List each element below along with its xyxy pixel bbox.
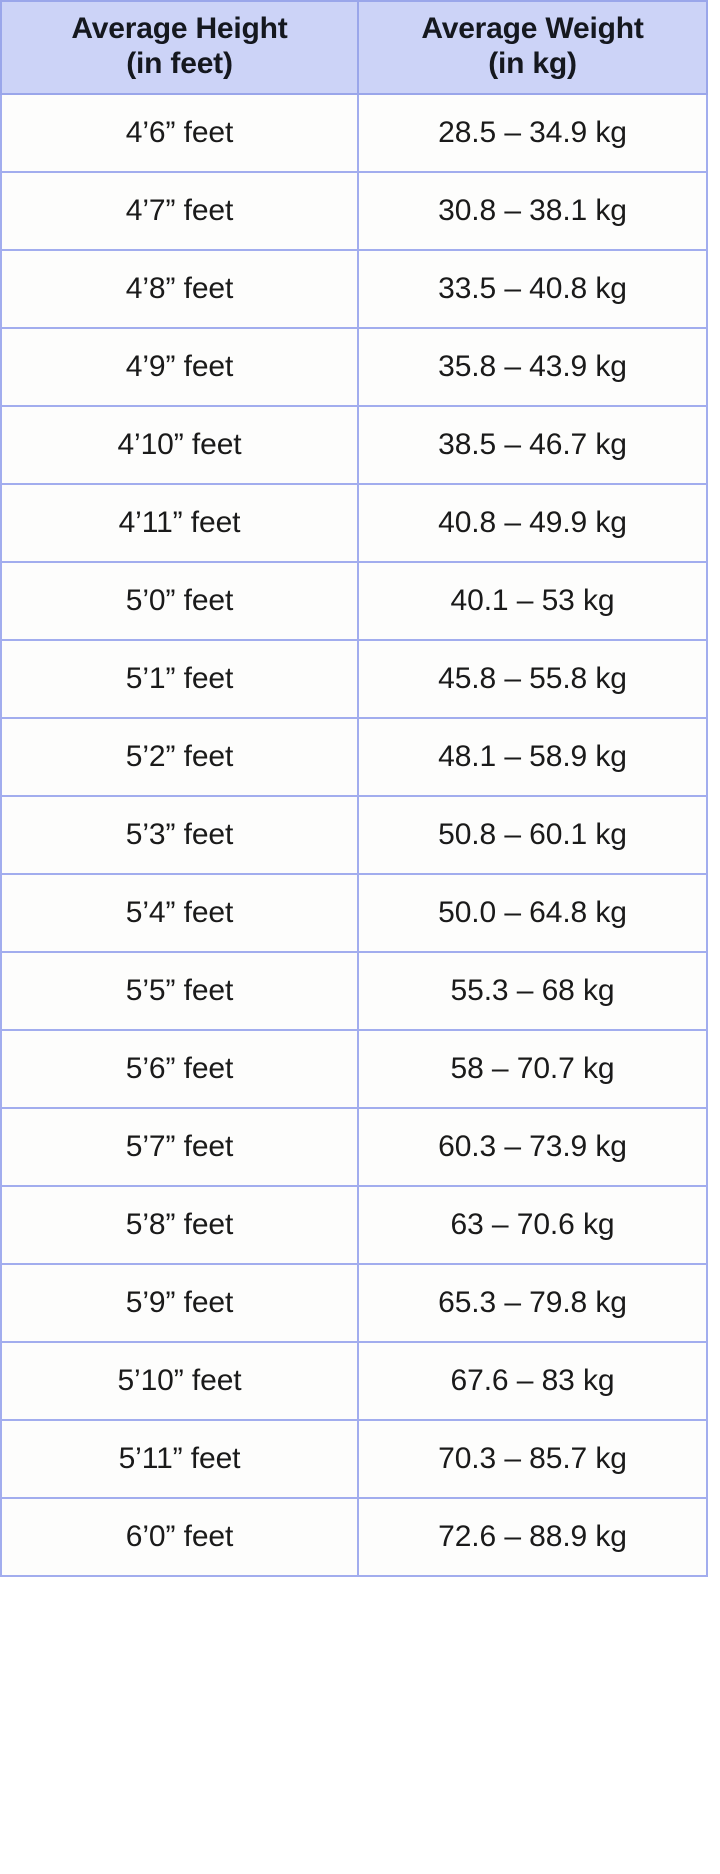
table-row: 5’9” feet 65.3 – 79.8 kg xyxy=(0,1262,708,1343)
table-row: 6’0” feet 72.6 – 88.9 kg xyxy=(0,1496,708,1577)
cell-weight: 30.8 – 38.1 kg xyxy=(357,170,708,251)
table-row: 5’3” feet 50.8 – 60.1 kg xyxy=(0,794,708,875)
cell-height: 5’6” feet xyxy=(0,1028,359,1109)
column-header-weight: Average Weight (in kg) xyxy=(357,0,708,95)
table-row: 5’6” feet 58 – 70.7 kg xyxy=(0,1028,708,1109)
table-row: 5’10” feet 67.6 – 83 kg xyxy=(0,1340,708,1421)
cell-height: 4’8” feet xyxy=(0,248,359,329)
cell-height: 5’10” feet xyxy=(0,1340,359,1421)
cell-height: 5’7” feet xyxy=(0,1106,359,1187)
cell-weight: 33.5 – 40.8 kg xyxy=(357,248,708,329)
cell-height: 4’6” feet xyxy=(0,92,359,173)
column-header-height: Average Height (in feet) xyxy=(0,0,359,95)
cell-height: 5’9” feet xyxy=(0,1262,359,1343)
height-weight-table: Average Height (in feet) Average Weight … xyxy=(0,0,708,1577)
cell-height: 4’11” feet xyxy=(0,482,359,563)
cell-weight: 50.0 – 64.8 kg xyxy=(357,872,708,953)
cell-height: 5’11” feet xyxy=(0,1418,359,1499)
table-header: Average Height (in feet) Average Weight … xyxy=(0,0,708,95)
cell-height: 5’4” feet xyxy=(0,872,359,953)
table-row: 5’2” feet 48.1 – 58.9 kg xyxy=(0,716,708,797)
table-row: 4’7” feet 30.8 – 38.1 kg xyxy=(0,170,708,251)
cell-weight: 35.8 – 43.9 kg xyxy=(357,326,708,407)
cell-weight: 28.5 – 34.9 kg xyxy=(357,92,708,173)
table-row: 4’10” feet 38.5 – 46.7 kg xyxy=(0,404,708,485)
cell-height: 5’8” feet xyxy=(0,1184,359,1265)
table-row: 5’1” feet 45.8 – 55.8 kg xyxy=(0,638,708,719)
cell-height: 4’9” feet xyxy=(0,326,359,407)
cell-weight: 45.8 – 55.8 kg xyxy=(357,638,708,719)
table-row: 4’8” feet 33.5 – 40.8 kg xyxy=(0,248,708,329)
cell-weight: 60.3 – 73.9 kg xyxy=(357,1106,708,1187)
column-header-weight-line1: Average Weight xyxy=(421,12,644,45)
cell-weight: 58 – 70.7 kg xyxy=(357,1028,708,1109)
cell-height: 5’2” feet xyxy=(0,716,359,797)
cell-height: 5’5” feet xyxy=(0,950,359,1031)
cell-weight: 72.6 – 88.9 kg xyxy=(357,1496,708,1577)
table-row: 5’8” feet 63 – 70.6 kg xyxy=(0,1184,708,1265)
cell-height: 5’3” feet xyxy=(0,794,359,875)
cell-weight: 50.8 – 60.1 kg xyxy=(357,794,708,875)
cell-height: 4’7” feet xyxy=(0,170,359,251)
cell-weight: 70.3 – 85.7 kg xyxy=(357,1418,708,1499)
table-row: 4’11” feet 40.8 – 49.9 kg xyxy=(0,482,708,563)
cell-weight: 40.1 – 53 kg xyxy=(357,560,708,641)
table-row: 5’7” feet 60.3 – 73.9 kg xyxy=(0,1106,708,1187)
cell-height: 4’10” feet xyxy=(0,404,359,485)
cell-height: 5’1” feet xyxy=(0,638,359,719)
table-body: 4’6” feet 28.5 – 34.9 kg 4’7” feet 30.8 … xyxy=(0,92,708,1577)
column-header-height-line2: (in feet) xyxy=(126,47,233,81)
cell-weight: 65.3 – 79.8 kg xyxy=(357,1262,708,1343)
cell-height: 6’0” feet xyxy=(0,1496,359,1577)
table-row: 5’5” feet 55.3 – 68 kg xyxy=(0,950,708,1031)
table-row: 5’0” feet 40.1 – 53 kg xyxy=(0,560,708,641)
cell-weight: 48.1 – 58.9 kg xyxy=(357,716,708,797)
cell-weight: 63 – 70.6 kg xyxy=(357,1184,708,1265)
table-header-row: Average Height (in feet) Average Weight … xyxy=(0,0,708,95)
table-row: 4’9” feet 35.8 – 43.9 kg xyxy=(0,326,708,407)
table-row: 5’4” feet 50.0 – 64.8 kg xyxy=(0,872,708,953)
table-row: 5’11” feet 70.3 – 85.7 kg xyxy=(0,1418,708,1499)
cell-weight: 38.5 – 46.7 kg xyxy=(357,404,708,485)
column-header-weight-line2: (in kg) xyxy=(488,47,577,81)
cell-height: 5’0” feet xyxy=(0,560,359,641)
column-header-height-line1: Average Height xyxy=(71,12,288,45)
cell-weight: 55.3 – 68 kg xyxy=(357,950,708,1031)
table-row: 4’6” feet 28.5 – 34.9 kg xyxy=(0,92,708,173)
cell-weight: 40.8 – 49.9 kg xyxy=(357,482,708,563)
cell-weight: 67.6 – 83 kg xyxy=(357,1340,708,1421)
